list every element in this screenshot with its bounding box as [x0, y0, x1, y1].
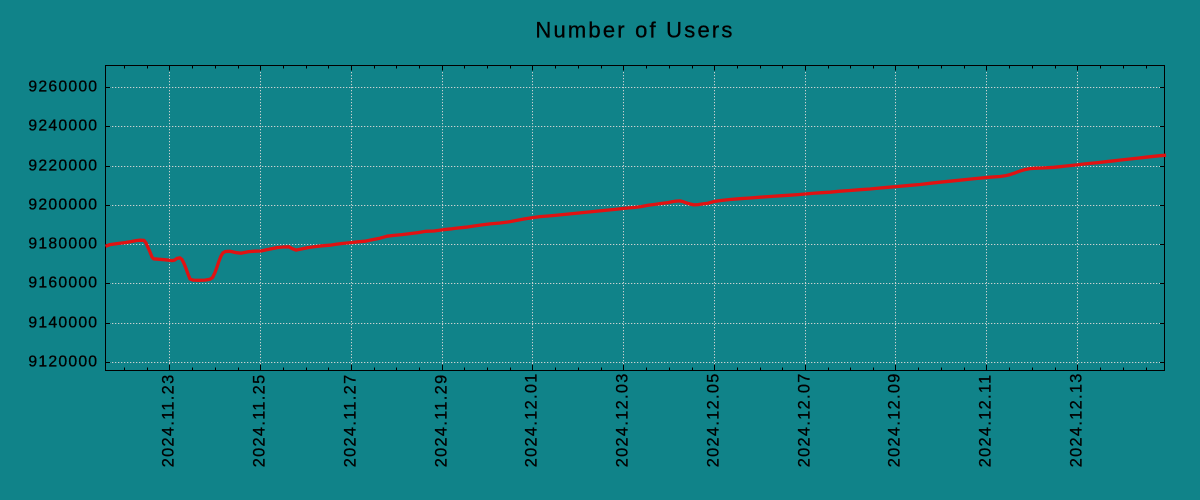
svg-text:9160000: 9160000 — [28, 274, 98, 291]
svg-text:Number of Users: Number of Users — [535, 17, 734, 42]
svg-text:2024.12.03: 2024.12.03 — [613, 372, 631, 467]
svg-text:2024.11.27: 2024.11.27 — [341, 374, 359, 468]
svg-text:9200000: 9200000 — [28, 196, 98, 213]
svg-text:2024.12.07: 2024.12.07 — [795, 372, 813, 467]
svg-text:9140000: 9140000 — [28, 314, 98, 331]
svg-text:9220000: 9220000 — [28, 157, 98, 174]
svg-text:2024.11.25: 2024.11.25 — [250, 374, 268, 468]
svg-text:2024.12.11: 2024.12.11 — [976, 374, 994, 468]
svg-text:9120000: 9120000 — [28, 353, 98, 370]
svg-text:9260000: 9260000 — [28, 78, 98, 95]
svg-text:2024.11.29: 2024.11.29 — [432, 374, 450, 468]
svg-text:2024.12.13: 2024.12.13 — [1067, 372, 1085, 467]
svg-text:9180000: 9180000 — [28, 235, 98, 252]
svg-text:2024.11.23: 2024.11.23 — [159, 374, 177, 468]
svg-text:9240000: 9240000 — [28, 117, 98, 134]
svg-text:2024.12.05: 2024.12.05 — [704, 372, 722, 467]
svg-text:2024.12.01: 2024.12.01 — [522, 372, 540, 467]
svg-text:2024.12.09: 2024.12.09 — [885, 372, 903, 467]
